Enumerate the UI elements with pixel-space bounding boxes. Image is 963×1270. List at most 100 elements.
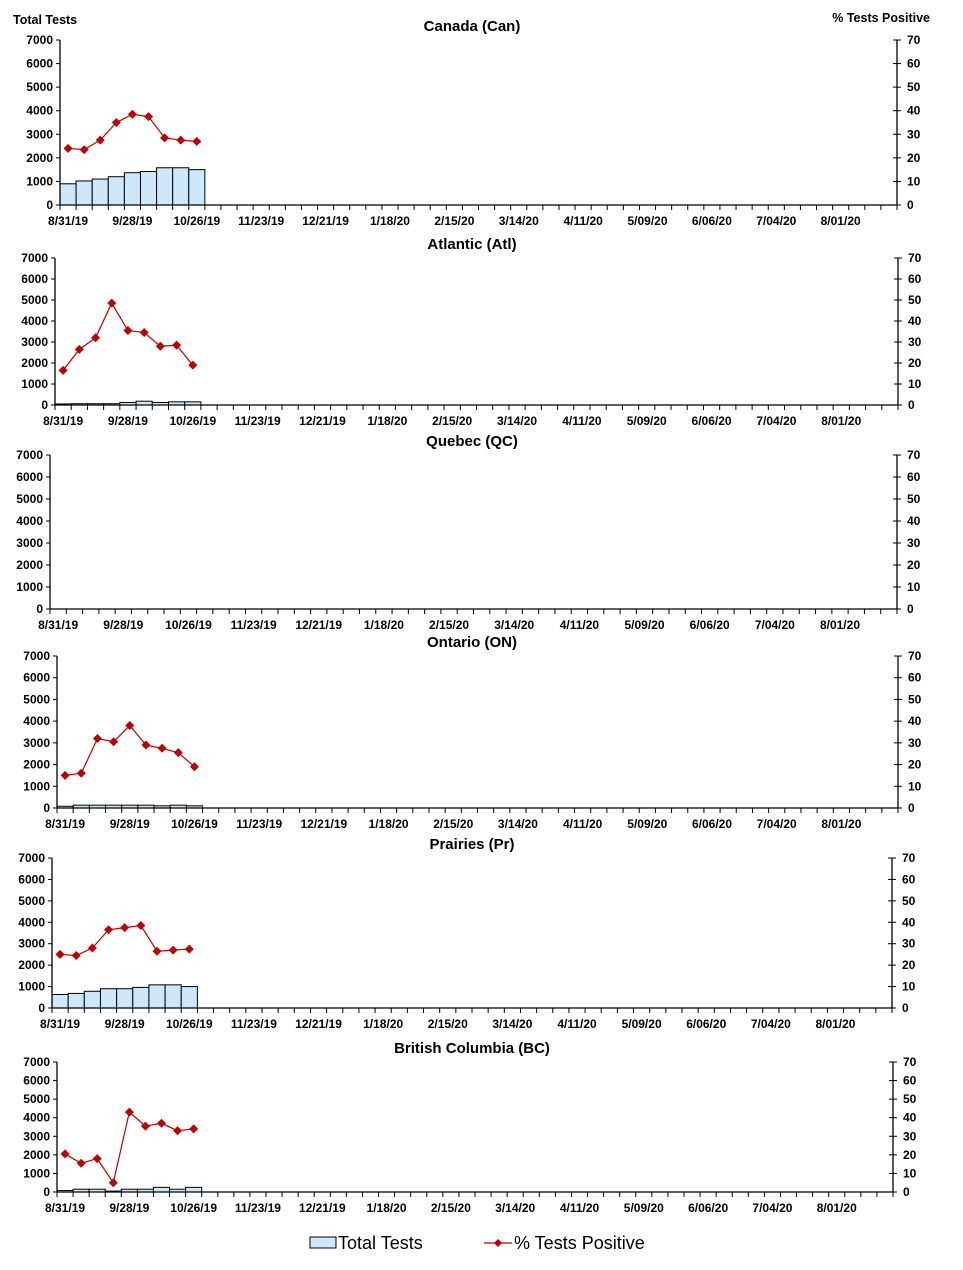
point-pct-positive bbox=[157, 743, 167, 753]
left-tick-label: 2000 bbox=[21, 356, 48, 370]
bar-total-tests bbox=[75, 180, 93, 206]
point-pct-positive bbox=[76, 1158, 86, 1168]
left-tick-label: 0 bbox=[41, 398, 48, 412]
legend-bar-swatch bbox=[309, 1236, 337, 1249]
x-tick-label: 8/01/20 bbox=[820, 618, 860, 632]
x-tick-label: 8/31/19 bbox=[45, 1201, 85, 1215]
right-tick-label: 30 bbox=[902, 937, 916, 951]
x-tick-label: 6/06/20 bbox=[688, 1201, 728, 1215]
x-tick-label: 9/28/19 bbox=[112, 214, 152, 228]
x-tick-label: 3/14/20 bbox=[497, 414, 537, 428]
left-tick-label: 5000 bbox=[16, 492, 43, 506]
point-pct-positive bbox=[71, 951, 81, 960]
right-tick-label: 20 bbox=[907, 151, 921, 165]
right-tick-label: 50 bbox=[903, 1092, 917, 1106]
left-tick-label: 4000 bbox=[26, 104, 53, 118]
x-tick-label: 11/23/19 bbox=[235, 1201, 281, 1215]
right-tick-label: 20 bbox=[907, 558, 921, 572]
point-pct-positive bbox=[92, 1154, 102, 1164]
point-pct-positive bbox=[60, 1149, 70, 1159]
right-tick-label: 30 bbox=[908, 736, 922, 750]
right-tick-label: 40 bbox=[903, 1111, 917, 1125]
x-tick-label: 8/01/20 bbox=[815, 1017, 855, 1031]
x-tick-label: 7/04/20 bbox=[756, 414, 796, 428]
right-tick-label: 70 bbox=[907, 33, 921, 47]
point-pct-positive bbox=[55, 949, 65, 959]
left-tick-label: 3000 bbox=[18, 937, 45, 951]
x-tick-label: 2/15/20 bbox=[434, 214, 474, 228]
x-tick-label: 7/04/20 bbox=[752, 1201, 792, 1215]
x-tick-label: 8/01/20 bbox=[817, 1201, 857, 1215]
left-tick-label: 7000 bbox=[26, 33, 53, 47]
x-tick-label: 7/04/20 bbox=[756, 214, 796, 228]
point-pct-positive bbox=[95, 135, 105, 145]
point-pct-positive bbox=[79, 145, 89, 155]
x-tick-label: 10/26/19 bbox=[171, 817, 218, 831]
point-pct-positive bbox=[107, 298, 117, 308]
left-tick-label: 0 bbox=[38, 1001, 45, 1015]
x-tick-label: 9/28/19 bbox=[110, 817, 150, 831]
left-tick-label: 2000 bbox=[23, 1148, 50, 1162]
right-tick-label: 30 bbox=[908, 335, 922, 349]
right-tick-label: 50 bbox=[908, 692, 922, 706]
left-tick-label: 1000 bbox=[23, 1166, 50, 1180]
right-tick-label: 10 bbox=[908, 779, 922, 793]
point-pct-positive bbox=[192, 136, 202, 146]
left-tick-label: 6000 bbox=[23, 671, 50, 685]
x-tick-label: 1/18/20 bbox=[369, 817, 409, 831]
left-tick-label: 2000 bbox=[18, 958, 45, 972]
left-tick-label: 4000 bbox=[16, 514, 43, 528]
x-tick-label: 8/01/20 bbox=[821, 214, 861, 228]
left-tick-label: 6000 bbox=[16, 470, 43, 484]
left-tick-label: 0 bbox=[46, 198, 53, 212]
x-tick-label: 1/18/20 bbox=[364, 618, 404, 632]
panel-6: British Columbia (BC) 0 1000 2000 3000 4000 50… bbox=[23, 1040, 916, 1215]
right-tick-label: 30 bbox=[903, 1129, 917, 1143]
left-tick-label: 5000 bbox=[23, 692, 50, 706]
x-tick-label: 7/04/20 bbox=[757, 817, 797, 831]
x-tick-label: 4/11/20 bbox=[560, 618, 600, 632]
x-tick-label: 8/31/19 bbox=[38, 618, 78, 632]
left-tick-label: 0 bbox=[43, 1185, 50, 1199]
bar-total-tests bbox=[156, 167, 174, 206]
right-tick-label: 70 bbox=[908, 251, 922, 265]
panel-title: Prairies (Pr) bbox=[429, 836, 514, 853]
right-tick-label: 0 bbox=[908, 398, 915, 412]
right-tick-label: 60 bbox=[908, 671, 922, 685]
point-pct-positive bbox=[189, 1124, 199, 1134]
point-pct-positive bbox=[125, 720, 135, 730]
x-tick-label: 5/09/20 bbox=[627, 214, 667, 228]
legend-line-label: % Tests Positive bbox=[514, 1233, 645, 1253]
right-tick-label: 0 bbox=[908, 801, 915, 815]
left-tick-label: 6000 bbox=[26, 57, 53, 71]
left-tick-label: 3000 bbox=[23, 736, 50, 750]
legend-bar-label: Total Tests bbox=[338, 1233, 423, 1253]
x-tick-label: 11/23/19 bbox=[236, 817, 282, 831]
x-tick-label: 4/11/20 bbox=[557, 1017, 597, 1031]
bar-total-tests bbox=[83, 990, 101, 1009]
point-pct-positive bbox=[173, 1126, 183, 1136]
point-pct-positive bbox=[141, 740, 151, 750]
point-pct-positive bbox=[111, 118, 121, 127]
point-pct-positive bbox=[60, 770, 70, 780]
left-tick-label: 5000 bbox=[18, 894, 45, 908]
panel-title: Quebec (QC) bbox=[426, 433, 518, 450]
bar-total-tests bbox=[51, 994, 69, 1009]
left-tick-label: 5000 bbox=[21, 293, 48, 307]
point-pct-positive bbox=[155, 341, 165, 351]
right-tick-label: 60 bbox=[908, 272, 922, 286]
right-tick-label: 20 bbox=[908, 356, 922, 370]
x-tick-label: 1/18/20 bbox=[367, 1201, 407, 1215]
left-tick-label: 6000 bbox=[21, 272, 48, 286]
x-tick-label: 11/23/19 bbox=[235, 414, 281, 428]
right-tick-label: 40 bbox=[907, 514, 921, 528]
x-tick-label: 11/23/19 bbox=[238, 214, 284, 228]
right-tick-label: 60 bbox=[902, 872, 916, 886]
right-tick-label: 40 bbox=[908, 314, 922, 328]
right-tick-label: 60 bbox=[907, 470, 921, 484]
right-tick-label: 0 bbox=[907, 602, 914, 616]
x-tick-label: 9/28/19 bbox=[105, 1017, 145, 1031]
right-tick-label: 50 bbox=[907, 80, 921, 94]
right-tick-label: 20 bbox=[908, 758, 922, 772]
x-tick-label: 10/26/19 bbox=[173, 214, 220, 228]
